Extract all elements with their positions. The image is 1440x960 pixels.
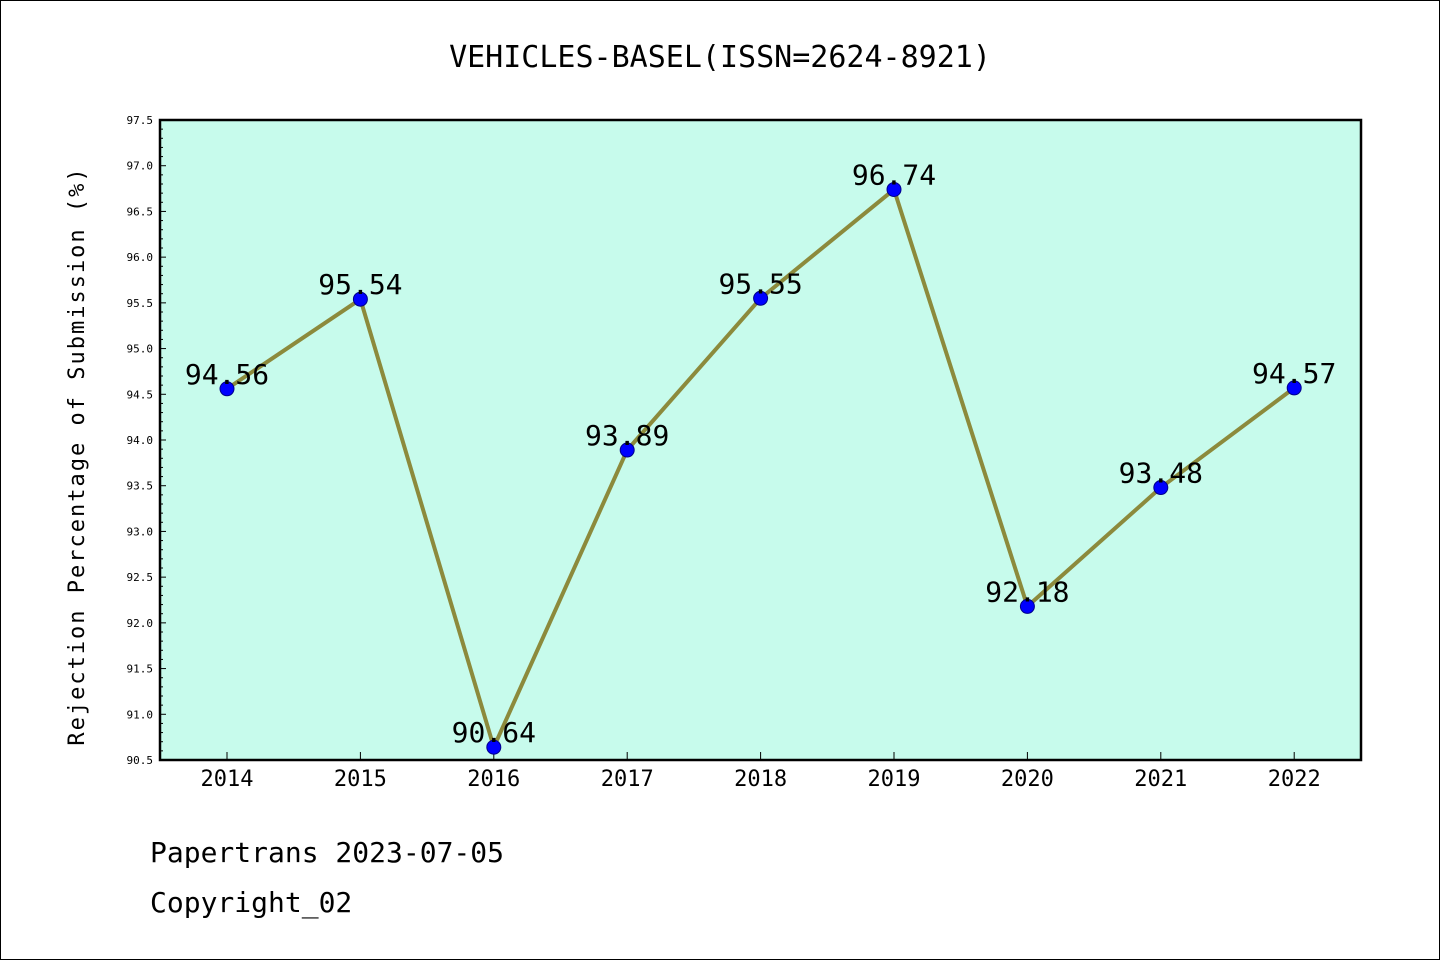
x-tick-label: 2014	[201, 767, 254, 792]
x-tick-label: 2020	[1001, 767, 1054, 792]
data-point	[219, 381, 235, 397]
data-point	[486, 739, 502, 755]
data-label: 95.54	[318, 268, 402, 301]
data-point	[753, 290, 769, 306]
y-axis-ticks: 90.5 91.0 91.5 92.0 92.5 93.0 93.5 94.0 94.5 95.0…	[127, 114, 166, 767]
footer-copyright-text: Copyright_02	[150, 886, 353, 919]
y-tick-label: 92.0	[127, 617, 154, 630]
data-point	[886, 181, 902, 197]
data-label: 93.89	[585, 419, 669, 452]
data-label: 92.18	[985, 575, 1069, 608]
x-tick-label: 2018	[734, 767, 787, 792]
x-axis-ticks: 2014 2015 2016 2017 2018 2019 2020 2021 2022	[201, 752, 1321, 792]
y-tick-label: 92.5	[127, 571, 154, 584]
data-point	[352, 291, 368, 307]
x-tick-label: 2019	[868, 767, 921, 792]
y-tick-label: 96.5	[127, 205, 154, 218]
data-point	[619, 442, 635, 458]
y-tick-label: 93.0	[127, 525, 154, 538]
data-label: 95.55	[718, 267, 802, 300]
y-tick-label: 97.5	[127, 114, 154, 127]
y-tick-label: 91.5	[127, 663, 154, 676]
y-tick-label: 90.5	[127, 754, 154, 767]
x-tick-label: 2021	[1134, 767, 1187, 792]
x-tick-label: 2016	[467, 767, 520, 792]
y-tick-label: 93.5	[127, 480, 154, 493]
x-tick-label: 2017	[601, 767, 654, 792]
data-label: 94.57	[1252, 357, 1336, 390]
data-label: 93.48	[1119, 457, 1203, 490]
series-markers-group	[219, 181, 1302, 755]
y-tick-label: 94.0	[127, 434, 154, 447]
y-tick-label: 95.5	[127, 297, 154, 310]
data-point	[1153, 480, 1169, 496]
plot-area	[158, 118, 1363, 762]
x-tick-label: 2015	[334, 767, 387, 792]
y-tick-label: 96.0	[127, 251, 154, 264]
chart-title: VEHICLES-BASEL(ISSN=2624-8921)	[449, 40, 991, 75]
data-label: 94.56	[185, 358, 269, 391]
footer-date-text: Papertrans 2023-07-05	[150, 836, 505, 869]
data-label: 90.64	[452, 716, 536, 749]
y-tick-label: 94.5	[127, 388, 154, 401]
x-tick-label: 2022	[1268, 767, 1321, 792]
data-point	[1019, 598, 1035, 614]
data-point	[1286, 380, 1302, 396]
y-tick-label: 91.0	[127, 708, 154, 721]
y-axis-label: Rejection Percentage of Submission (%)	[65, 166, 90, 745]
data-label: 96.74	[852, 158, 936, 191]
data-labels-group: 94.56 95.54 90.64 93.89 95.55 96.74 92.18 93.48…	[185, 158, 1336, 749]
y-tick-label: 97.0	[127, 160, 154, 173]
y-tick-label: 95.0	[127, 343, 154, 356]
